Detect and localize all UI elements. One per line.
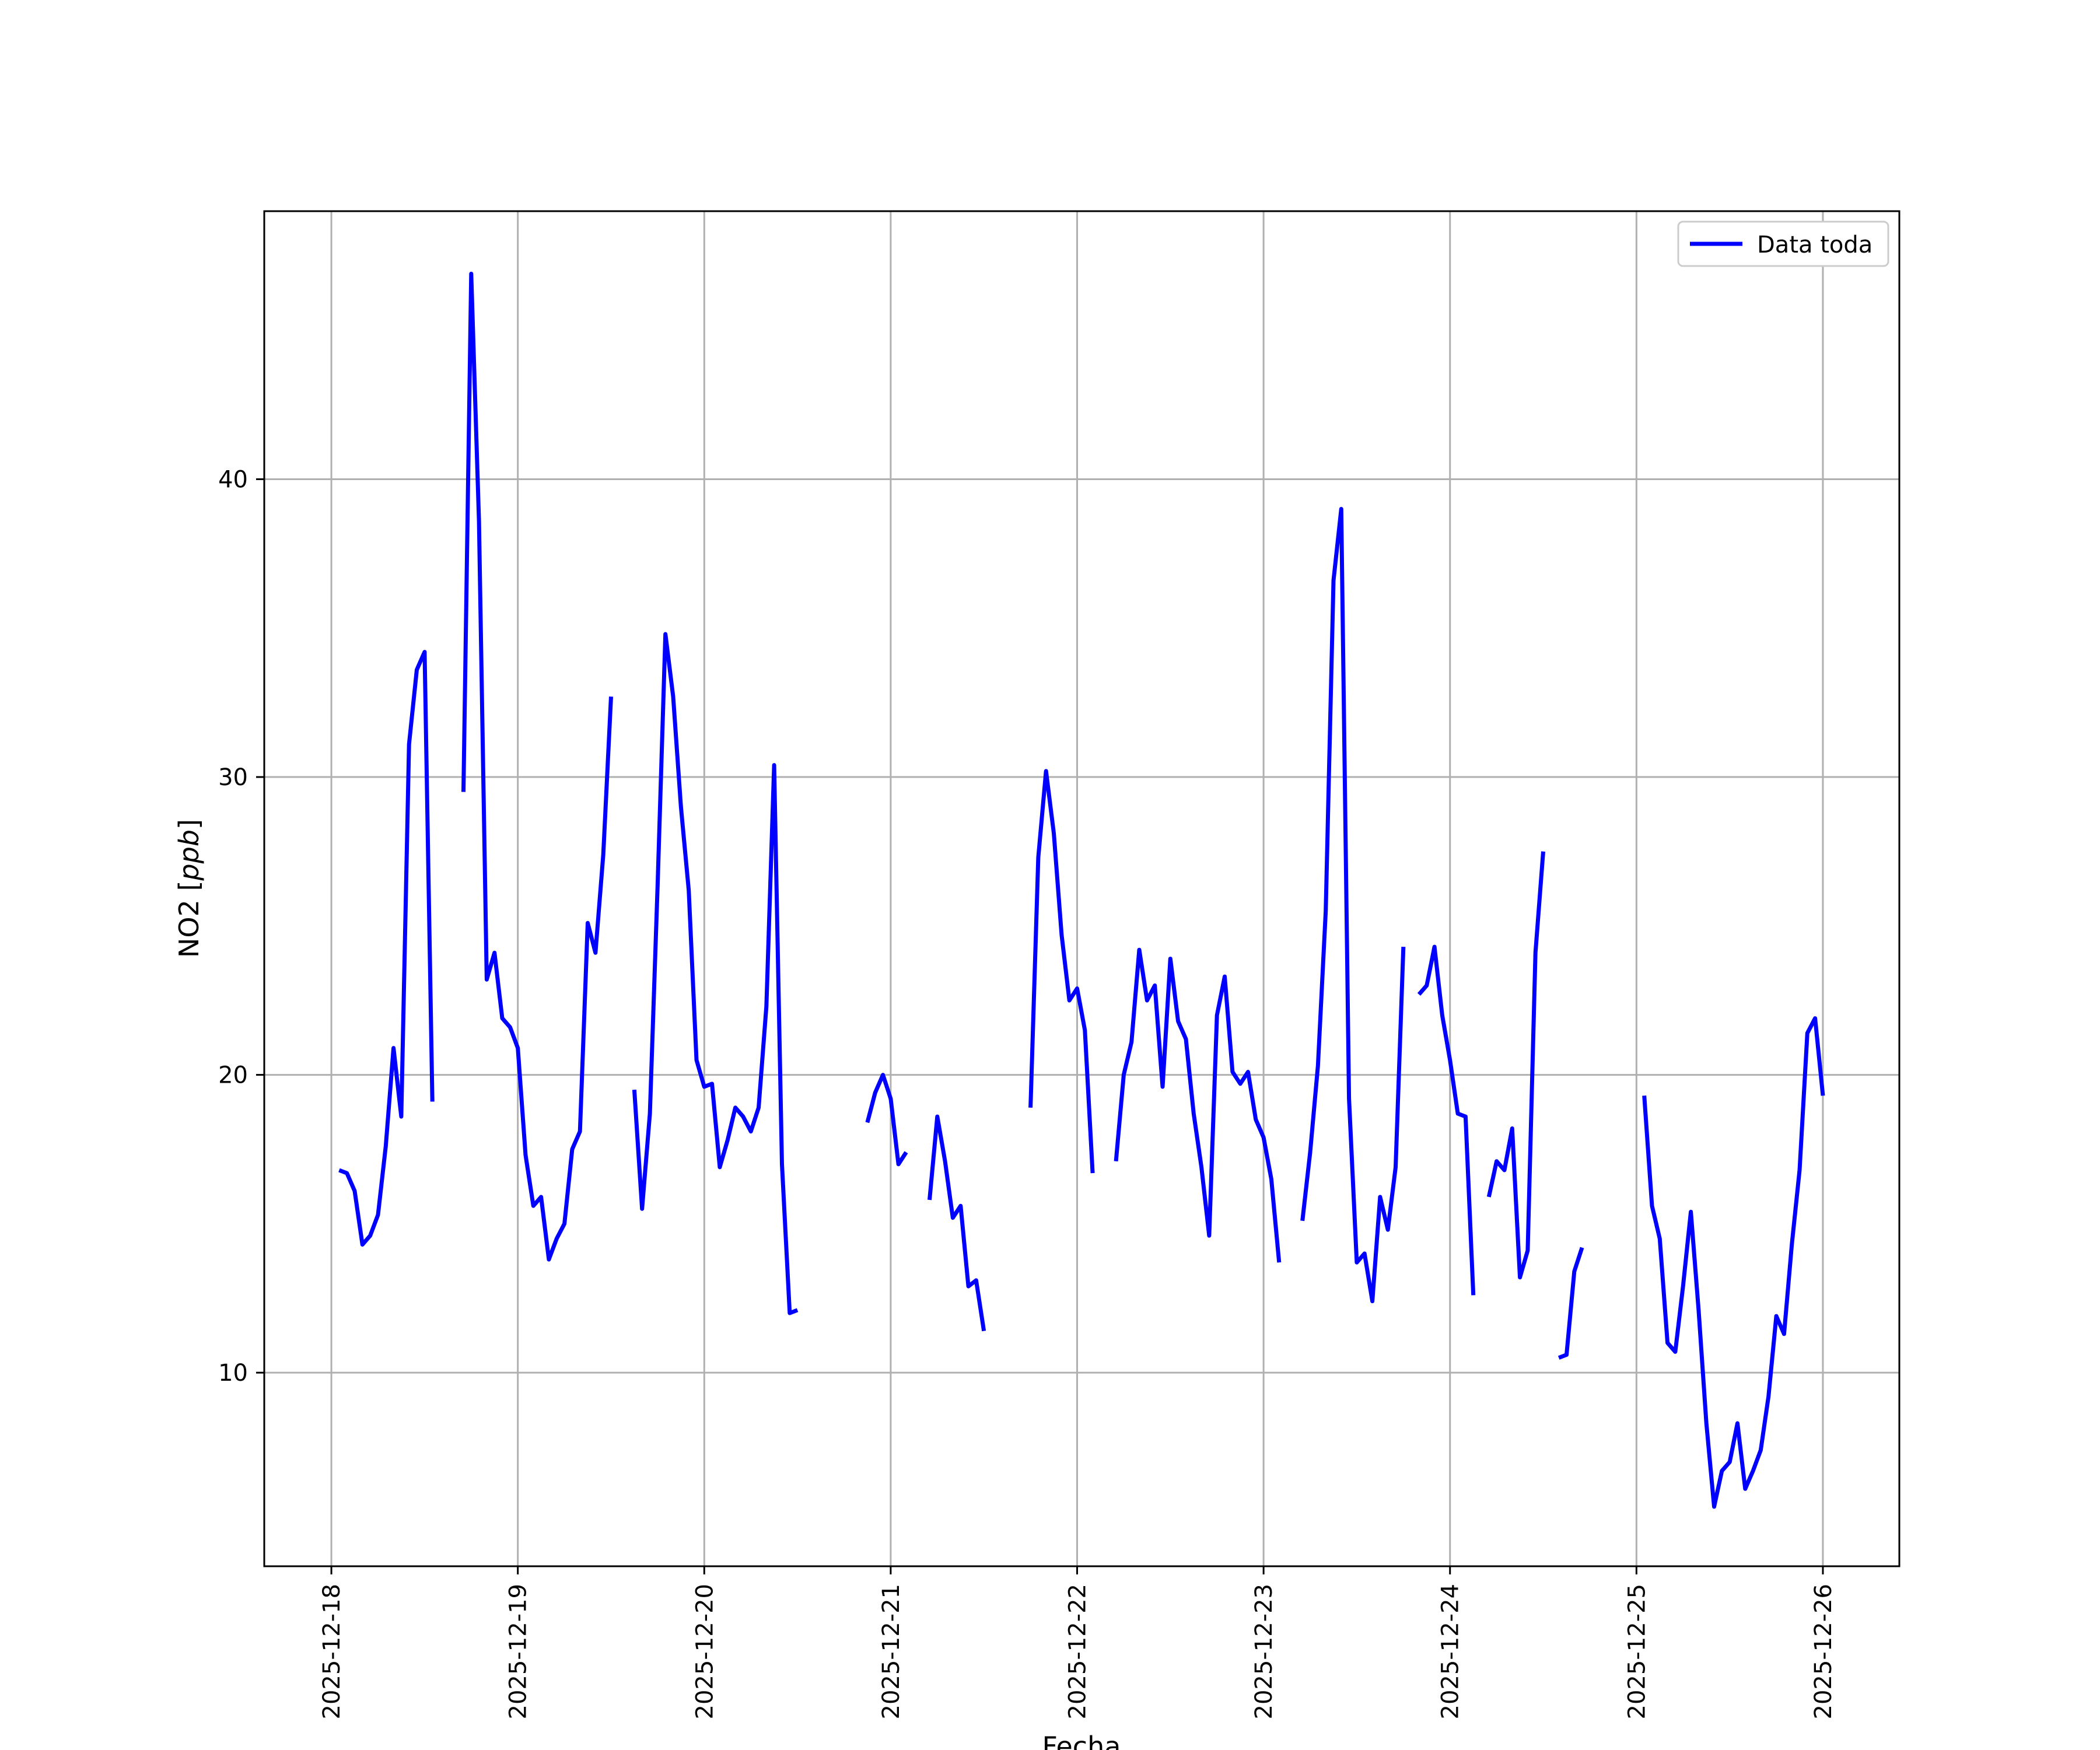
legend-label: Data toda <box>1757 232 1873 258</box>
x-tick-label: 2025-12-20 <box>691 1584 718 1719</box>
x-axis-ticks: 2025-12-18 2025-12-19 2025-12-20 2025-12-21… <box>318 1566 1837 1719</box>
series-line-segment <box>928 1114 986 1332</box>
legend-box <box>1677 220 1889 267</box>
series-data-toda <box>338 271 1825 1509</box>
y-tick-label: 20 <box>218 1062 248 1089</box>
series-line-segment <box>1417 944 1476 1296</box>
x-tick-label: 2025-12-18 <box>318 1584 345 1719</box>
y-tick-label: 30 <box>218 764 248 791</box>
series-line-segment <box>1300 507 1406 1304</box>
x-tick-label: 2025-12-21 <box>878 1584 905 1719</box>
x-axis-label: Fecha <box>1042 1731 1121 1750</box>
y-axis-ticks: 10 20 30 40 <box>218 466 264 1387</box>
x-tick-label: 2025-12-22 <box>1065 1584 1091 1719</box>
x-tick-label: 2025-12-23 <box>1251 1584 1278 1719</box>
series-line-segment <box>338 650 435 1247</box>
y-tick-label: 40 <box>218 466 248 493</box>
series-line-segment <box>1486 851 1545 1280</box>
horizontal-gridlines <box>264 478 1899 1374</box>
series-line-segment <box>461 271 613 1262</box>
y-axis-label: NO2 [ppb] <box>173 819 205 958</box>
series-line-segment <box>865 1073 908 1167</box>
series-line-segment <box>1114 947 1282 1263</box>
x-tick-label: 2025-12-26 <box>1810 1584 1837 1719</box>
series-line-segment <box>1558 1247 1584 1360</box>
series-line-segment <box>1642 1016 1825 1509</box>
x-tick-label: 2025-12-24 <box>1437 1584 1464 1719</box>
x-tick-label: 2025-12-25 <box>1623 1584 1650 1719</box>
x-tick-label: 2025-12-19 <box>505 1584 532 1719</box>
series-line-segment <box>1028 769 1095 1174</box>
y-tick-label: 10 <box>218 1360 248 1387</box>
series-line-segment <box>632 632 799 1315</box>
legend: Data toda <box>1677 220 1889 267</box>
plot-frame <box>263 210 1901 1567</box>
vertical-gridlines <box>330 211 1824 1566</box>
